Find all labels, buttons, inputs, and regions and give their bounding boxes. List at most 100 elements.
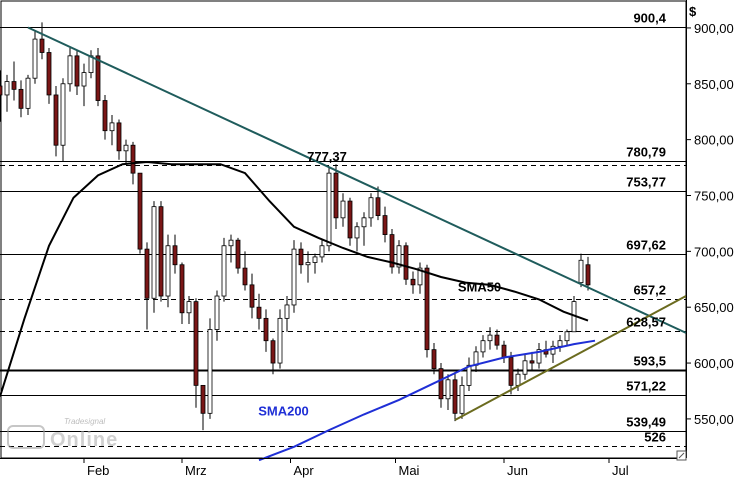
candle [242,251,248,291]
candle-body [228,239,234,247]
candle [438,363,444,408]
candle-body [39,38,45,53]
candle-body [193,301,199,386]
candle [137,172,143,254]
candle-body [18,88,24,109]
candle-body [508,357,514,386]
candle-body [326,172,332,247]
candle-body [32,38,38,79]
candle [536,342,542,369]
candle [32,30,38,84]
candle-body [116,122,122,152]
candle-body [151,206,157,299]
resize-corner-icon[interactable] [676,450,687,461]
candle [354,222,360,252]
candle [172,234,178,274]
candle [487,327,493,350]
candle [291,240,297,313]
trendline-support [454,295,687,421]
candle-body [319,245,325,258]
x-tick-label: Feb [87,463,109,478]
candle [200,384,206,431]
candle [102,94,108,140]
level-label: 697,62 [626,238,666,253]
candle-body [263,317,269,342]
candle-body [214,295,220,330]
annotation-label: SMA50 [458,280,501,295]
y-tick-label: 600,00 [694,356,734,371]
candle [74,50,80,95]
x-tick-label: Apr [294,463,315,478]
axes-layer: 900,00 850,00 800,00 750,00 700,00 650,00 600,… [0,0,734,478]
candle-body [46,52,52,96]
candle [382,206,388,243]
candle [207,318,213,419]
candle-body [130,144,136,174]
candle [298,242,304,274]
candle [221,237,227,302]
level-label: 593,5 [633,354,666,369]
indicator-lines [0,26,687,462]
candle [67,48,73,92]
candle [319,240,325,263]
y-tick-label: 850,00 [694,77,734,92]
candle-body [529,360,535,364]
candle [305,251,311,283]
candle-body [249,284,255,308]
candle [60,78,66,162]
candle-body [60,83,66,146]
candle-body [53,94,59,146]
candle [389,229,395,274]
level-label: 753,77 [626,175,666,190]
y-tick-label: 650,00 [694,300,734,315]
candle [522,354,528,380]
candle [53,86,59,157]
candle-body [109,122,115,132]
candle [529,351,535,370]
candle [11,61,17,101]
sma50-line [0,160,589,397]
candle [270,338,276,375]
candle-body [67,55,73,85]
candle [277,309,283,369]
candle [403,242,409,285]
candle-body [368,197,374,219]
candle [431,342,437,375]
candle-body [11,81,17,90]
candle-body [382,215,388,235]
x-tick-label: Mai [399,463,420,478]
candle-body [291,248,297,306]
y-tick-label: 750,00 [694,188,734,203]
candle [165,234,171,308]
candle-body [410,278,416,286]
sma200-line [258,339,596,462]
candle [263,309,269,352]
candle [459,376,465,419]
candle-body [333,172,339,219]
level-label: 657,2 [633,283,666,298]
candle [452,371,458,422]
candle-body [4,81,10,96]
candle-body [74,55,80,87]
candle [249,273,255,319]
candle [466,357,472,391]
peak-label: 777,37 [307,149,347,164]
candle-body [375,197,381,216]
candle-body [277,317,283,364]
candle-body [466,364,472,386]
candle-body [536,349,542,364]
candle-body [256,306,262,319]
candle [18,80,24,118]
candle [158,201,164,302]
candle-body [340,200,346,219]
candle-body [431,349,437,370]
candle-body [179,264,185,314]
candle-body [459,384,465,414]
candle [410,271,416,294]
candle [494,329,500,350]
candle-body [165,245,171,297]
candle [396,240,402,274]
candles-layer [0,22,591,431]
candle-body [172,245,178,266]
